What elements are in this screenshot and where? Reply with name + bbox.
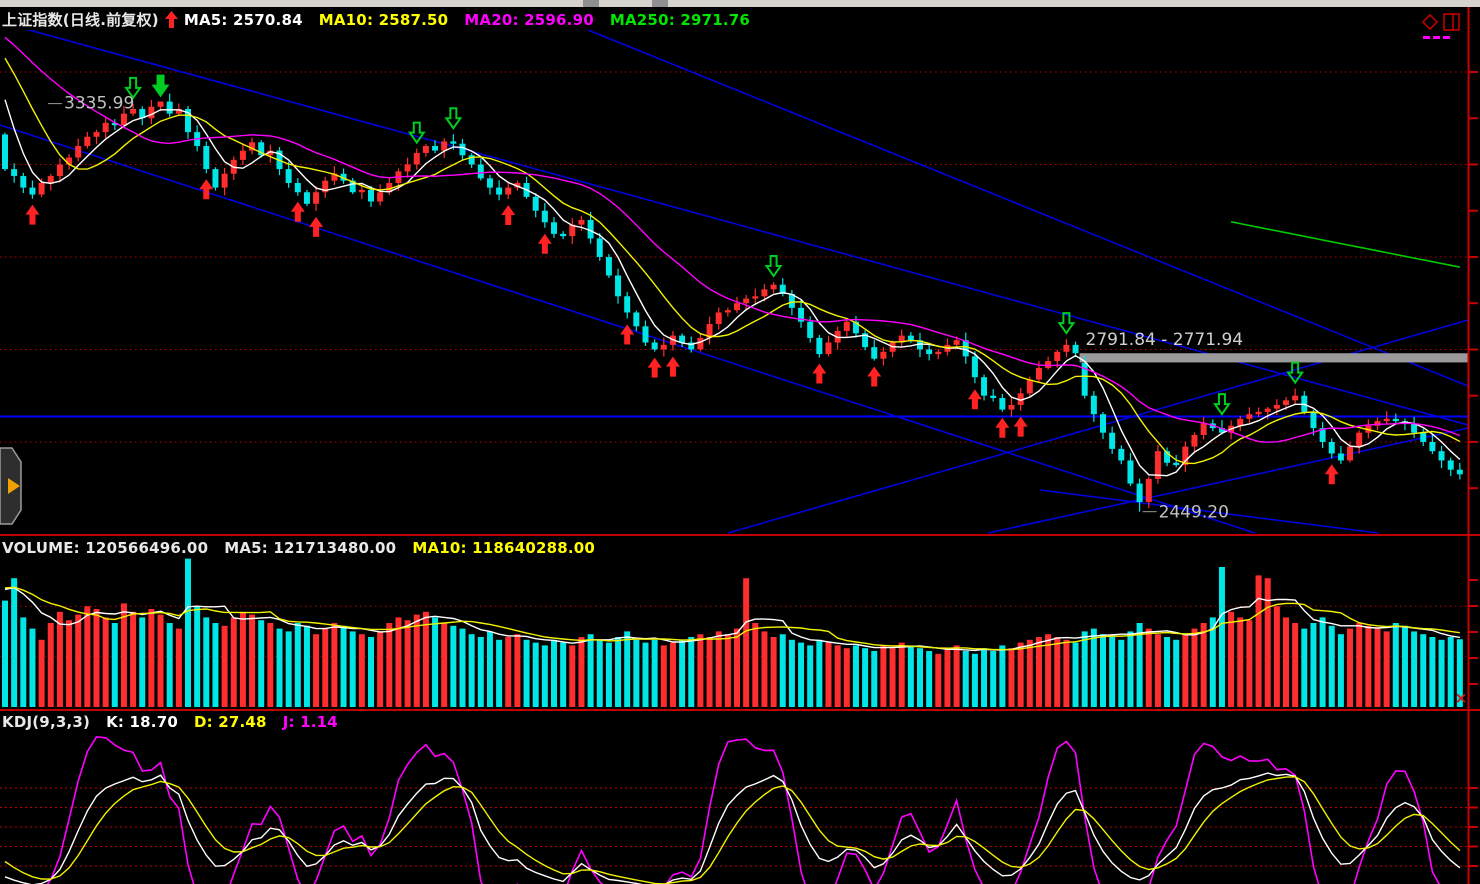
strip-notch (583, 0, 599, 7)
kline-panel: 3335.99 2791.84 - 2771.94 2449.20 (0, 30, 1468, 534)
buy-arrow-icon (1013, 416, 1028, 437)
vol-ma10-value: MA10: 118640288.00 (412, 539, 596, 557)
kdj-label: KDJ(9,3,3) (2, 713, 91, 731)
page-title: 上证指数(日线.前复权) (2, 11, 159, 29)
buy-arrow-icon (647, 357, 662, 378)
sell-arrow-icon (1286, 361, 1305, 385)
buy-arrow-icon (25, 204, 40, 225)
buy-arrow-icon (967, 389, 982, 410)
buy-arrow-icon (199, 179, 214, 200)
high-price-label: 3335.99 (64, 94, 134, 114)
close-indicator-icon[interactable]: × (1454, 689, 1468, 707)
buy-arrow-icon (1324, 464, 1339, 485)
selection-dashes-icon (1423, 36, 1450, 39)
ma10-value: MA10: 2587.50 (318, 10, 449, 29)
frame-layer (0, 7, 1480, 884)
ma250-value: MA250: 2971.76 (609, 10, 751, 29)
j-value: J: 1.14 (282, 713, 338, 731)
buy-arrow-icon (620, 324, 635, 345)
sell-arrow-icon (407, 121, 426, 145)
volume-header: VOLUME: 120566496.00 MA5: 121713480.00 MA1… (2, 539, 611, 557)
buy-arrow-icon (290, 201, 305, 222)
sell-arrow-icon (151, 74, 170, 98)
volume-value: VOLUME: 120566496.00 (2, 539, 209, 557)
buy-arrow-icon (309, 216, 324, 237)
buy-signal-icon (164, 11, 178, 28)
ma20-value: MA20: 2596.90 (464, 10, 594, 29)
sell-arrow-icon (1213, 393, 1231, 416)
buy-arrow-icon (867, 366, 882, 387)
volume-panel (0, 558, 1468, 707)
corner-icons (1420, 12, 1464, 42)
sidebar-slide-handle[interactable] (0, 446, 24, 526)
buy-arrow-icon (665, 356, 680, 377)
ma5-value: MA5: 2570.84 (183, 10, 303, 29)
buy-arrow-icon (995, 417, 1010, 438)
buy-arrow-icon (537, 233, 552, 254)
kline-header: 上证指数(日线.前复权) MA5: 2570.84 MA10: 2587.50 MA… (2, 9, 766, 30)
toolbar-bottom-strip (0, 0, 1480, 7)
sell-arrow-icon (1057, 312, 1076, 335)
diamond-icon[interactable] (1421, 13, 1439, 31)
vol-ma5-value: MA5: 121713480.00 (224, 539, 397, 557)
signal-arrows-layer (25, 74, 1339, 485)
kdj-header: KDJ(9,3,3) K: 18.70 D: 27.48 J: 1.14 (2, 713, 354, 731)
low-price-label: 2449.20 (1159, 503, 1229, 523)
kdj-panel (0, 735, 1468, 884)
window-icon[interactable] (1443, 13, 1460, 31)
buy-arrow-icon (501, 204, 516, 225)
k-value: K: 18.70 (106, 713, 178, 731)
sell-arrow-icon (764, 255, 783, 278)
expand-arrow-icon (8, 478, 20, 494)
buy-arrow-icon (812, 363, 827, 384)
sell-arrow-icon (444, 107, 463, 130)
volume-bars-layer (2, 558, 1463, 707)
d-value: D: 27.48 (193, 713, 267, 731)
strip-notch (652, 0, 668, 7)
candles-layer (2, 93, 1463, 512)
sell-arrow-icon (124, 76, 143, 100)
gap-range-label: 2791.84 - 2771.94 (1086, 330, 1244, 350)
